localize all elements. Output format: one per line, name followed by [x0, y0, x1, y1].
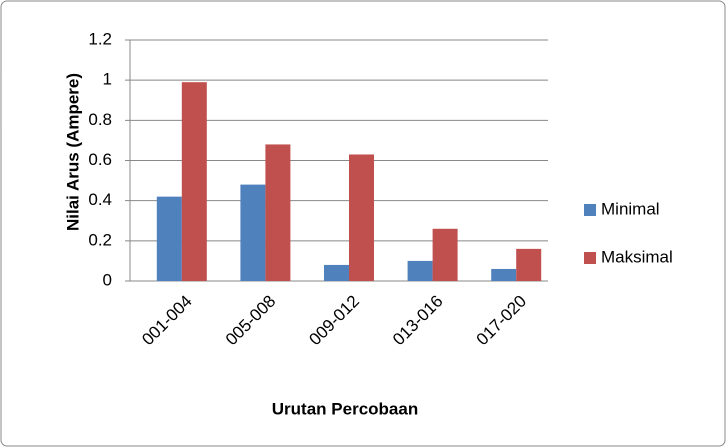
y-tick-label: 0.6: [88, 150, 112, 169]
y-tick-label: 1.2: [88, 29, 112, 48]
y-axis-label: Nilai Arus (Ampere): [63, 73, 82, 231]
bar: [491, 268, 517, 281]
bar: [516, 248, 542, 281]
y-tick-label: 0: [103, 270, 112, 289]
bar: [240, 184, 266, 281]
legend-swatch: [584, 252, 596, 264]
bar: [181, 82, 207, 281]
bar: [265, 144, 291, 281]
y-tick-label: 0.8: [88, 110, 112, 129]
legend-swatch: [584, 204, 596, 216]
bar: [156, 196, 182, 281]
legend-label: Maksimal: [601, 247, 673, 266]
bar: [407, 260, 433, 281]
y-tick-label: 0.4: [88, 190, 112, 209]
bar: [324, 264, 349, 281]
legend-label: Minimal: [601, 199, 660, 218]
bar: [432, 228, 458, 281]
y-tick-label: 1: [103, 70, 112, 89]
bar: [349, 154, 374, 281]
y-tick-label: 0.2: [88, 230, 112, 249]
x-axis-label: Urutan Percobaan: [272, 399, 418, 418]
